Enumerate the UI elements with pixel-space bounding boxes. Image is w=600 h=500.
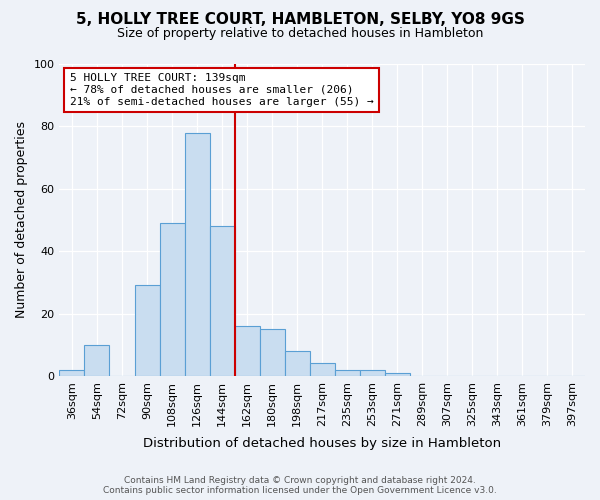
- Bar: [85, 344, 109, 376]
- Text: 5, HOLLY TREE COURT, HAMBLETON, SELBY, YO8 9GS: 5, HOLLY TREE COURT, HAMBLETON, SELBY, Y…: [76, 12, 524, 28]
- Y-axis label: Number of detached properties: Number of detached properties: [15, 122, 28, 318]
- Bar: [260, 329, 284, 376]
- Bar: [160, 223, 185, 376]
- Bar: [385, 373, 410, 376]
- Bar: [185, 132, 209, 376]
- X-axis label: Distribution of detached houses by size in Hambleton: Distribution of detached houses by size …: [143, 437, 501, 450]
- Text: Contains HM Land Registry data © Crown copyright and database right 2024.
Contai: Contains HM Land Registry data © Crown c…: [103, 476, 497, 495]
- Bar: [284, 351, 310, 376]
- Bar: [310, 364, 335, 376]
- Bar: [235, 326, 260, 376]
- Bar: [360, 370, 385, 376]
- Bar: [134, 286, 160, 376]
- Bar: [59, 370, 85, 376]
- Text: 5 HOLLY TREE COURT: 139sqm
← 78% of detached houses are smaller (206)
21% of sem: 5 HOLLY TREE COURT: 139sqm ← 78% of deta…: [70, 74, 374, 106]
- Bar: [335, 370, 360, 376]
- Text: Size of property relative to detached houses in Hambleton: Size of property relative to detached ho…: [117, 28, 483, 40]
- Bar: [209, 226, 235, 376]
